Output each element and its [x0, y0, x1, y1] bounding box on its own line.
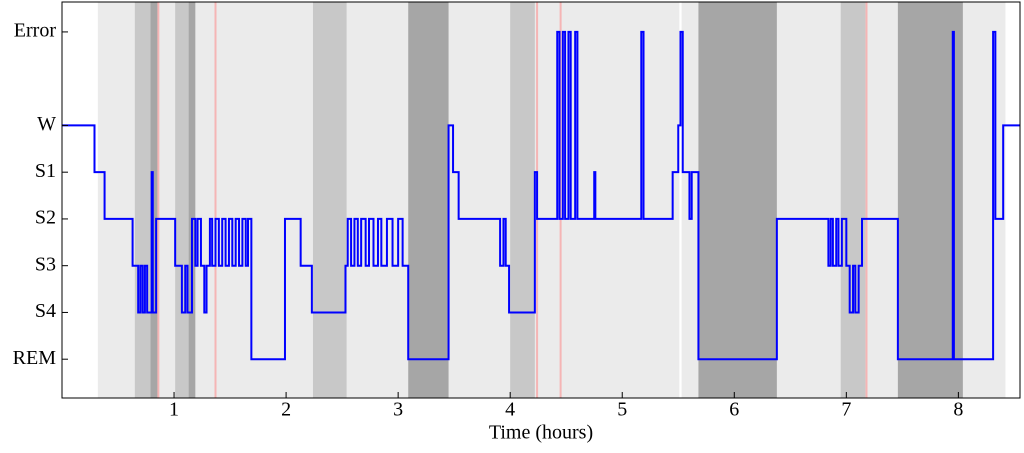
y-tick-label: S4	[35, 300, 56, 322]
x-tick-label: 7	[841, 399, 851, 421]
region	[312, 2, 347, 398]
y-tick-label: S1	[35, 160, 56, 182]
x-tick-label: 1	[169, 399, 179, 421]
y-tick-label: S3	[35, 253, 56, 275]
plot-frame	[61, 1, 1021, 399]
x-tick-label: 3	[393, 399, 403, 421]
region	[134, 2, 151, 398]
region	[150, 2, 159, 398]
y-tick-label: Error	[14, 20, 57, 42]
x-tick-label: 5	[617, 399, 627, 421]
hypnogram-line	[62, 30, 1020, 361]
region	[698, 2, 777, 398]
y-tick-label: REM	[13, 347, 57, 369]
y-tick-label: S2	[35, 207, 56, 229]
region	[188, 2, 196, 398]
x-tick-label: 8	[953, 399, 963, 421]
y-tick-label: W	[37, 113, 56, 135]
x-axis-label: Time (hours)	[489, 422, 593, 444]
region	[175, 2, 189, 398]
region	[840, 2, 866, 398]
region	[408, 2, 449, 398]
x-tick-label: 4	[505, 399, 515, 421]
x-tick-label: 2	[281, 399, 291, 421]
x-tick-label: 6	[729, 399, 739, 421]
region	[510, 2, 535, 398]
